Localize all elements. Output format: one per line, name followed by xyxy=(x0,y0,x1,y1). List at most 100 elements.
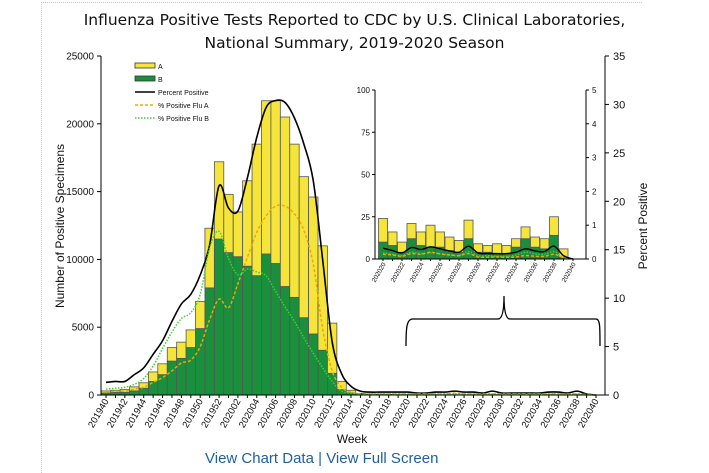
bar-b xyxy=(299,318,308,395)
link-separator: | xyxy=(314,450,326,467)
inset-bar-a xyxy=(540,239,549,249)
legend-label-percent-positive: Percent Positive xyxy=(158,90,209,97)
inset-x-tick-label: 202036 xyxy=(523,261,540,284)
inset-bar-a xyxy=(549,217,558,236)
inset-bar-b xyxy=(530,247,539,259)
inset-bar-a xyxy=(483,245,492,252)
inset-x-tick-label: 202026 xyxy=(428,261,445,284)
bar-a xyxy=(167,348,176,362)
inset-x-tick-label: 202028 xyxy=(447,261,464,284)
inset-x-tick-label: 202022 xyxy=(390,261,407,284)
legend-label-b: B xyxy=(158,77,163,84)
bar-b xyxy=(158,375,167,395)
bar-b xyxy=(186,348,195,395)
inset-bar-a xyxy=(416,232,425,246)
flu-chart: 0500010000150002000025000051015202530352… xyxy=(0,0,709,460)
inset-bar-a xyxy=(492,244,501,254)
inset-y2-tick-label: 4 xyxy=(592,120,597,129)
bar-b xyxy=(196,329,205,395)
bar-a xyxy=(252,144,261,276)
bar-b xyxy=(233,257,242,395)
inset-y-tick-label: 50 xyxy=(361,171,370,180)
bar-b xyxy=(224,253,233,395)
y2-tick-label: 30 xyxy=(613,99,625,111)
bar-a xyxy=(327,323,336,373)
legend-label-a: A xyxy=(158,64,163,71)
inset-x-tick-label: 202030 xyxy=(466,261,483,284)
inset-x-tick-label: 202032 xyxy=(485,261,502,284)
bar-a xyxy=(196,301,205,328)
inset-y2-tick-label: 5 xyxy=(592,86,597,95)
legend-swatch-a xyxy=(135,63,155,68)
bar-a xyxy=(261,101,270,254)
inset-bar-a xyxy=(521,227,530,239)
y-axis-label: Number of Positive Specimens xyxy=(53,144,67,308)
legend-label-flu-b: % Positive Flu B xyxy=(158,116,209,123)
y2-tick-label: 0 xyxy=(613,390,619,402)
inset-y2-tick-label: 0 xyxy=(592,255,597,264)
legend-swatch-b xyxy=(135,76,155,81)
inset-bar-a xyxy=(378,218,387,242)
bar-b xyxy=(318,350,327,395)
bar-b xyxy=(271,263,280,395)
y2-tick-label: 20 xyxy=(613,196,625,208)
bar-a xyxy=(224,194,233,252)
inset-y-tick-label: 75 xyxy=(361,128,370,137)
view-full-screen-link[interactable]: View Full Screen xyxy=(326,450,438,467)
view-chart-data-link[interactable]: View Chart Data xyxy=(205,450,314,467)
inset-bar-a xyxy=(388,232,397,246)
bar-a xyxy=(158,364,167,375)
bar-a xyxy=(186,330,195,348)
y2-tick-label: 15 xyxy=(613,245,625,257)
inset-bracket xyxy=(406,296,600,346)
bar-b xyxy=(252,276,261,395)
inset-bar-a xyxy=(530,237,539,247)
footer-links: View Chart Data | View Full Screen xyxy=(205,450,438,467)
inset-bar-a xyxy=(435,232,444,247)
inset-y-tick-label: 0 xyxy=(366,255,371,264)
bar-a xyxy=(233,212,242,257)
inset-bar-a xyxy=(407,224,416,239)
inset-bar-b xyxy=(464,239,473,259)
bar-a xyxy=(280,117,289,287)
bar-b xyxy=(139,388,148,395)
bar-b xyxy=(214,239,223,395)
x-axis-label: Week xyxy=(337,432,368,446)
inset-x-tick-label: 202024 xyxy=(409,261,426,284)
y2-axis-label: Percent Positive xyxy=(636,182,650,269)
y-tick-label: 5000 xyxy=(72,323,95,334)
bar-b xyxy=(130,391,139,395)
inset-y-tick-label: 25 xyxy=(361,213,370,222)
bar-a xyxy=(271,101,280,264)
inset-bar-b xyxy=(378,242,387,259)
y2-tick-label: 10 xyxy=(613,293,625,305)
y-tick-label: 0 xyxy=(88,391,94,402)
inset-x-tick-label: 202038 xyxy=(542,261,559,284)
bar-b xyxy=(243,266,252,395)
bar-b xyxy=(290,297,299,395)
inset-y-tick-label: 100 xyxy=(357,86,371,95)
bar-a xyxy=(299,177,308,318)
y-tick-label: 20000 xyxy=(66,119,94,130)
inset-y2-tick-label: 1 xyxy=(592,221,597,230)
inset-bar-a xyxy=(426,225,435,247)
bar-b xyxy=(261,254,270,395)
inset-x-tick-label: 202020 xyxy=(371,261,388,284)
bar-a xyxy=(177,342,186,358)
y2-tick-label: 25 xyxy=(613,148,625,160)
inset-bar-a xyxy=(464,220,473,239)
y-tick-label: 15000 xyxy=(66,187,94,198)
bar-b xyxy=(205,288,214,395)
inset-bar-a xyxy=(445,237,454,251)
bar-a xyxy=(290,144,299,297)
inset-y2-tick-label: 3 xyxy=(592,154,597,163)
legend-label-flu-a: % Positive Flu A xyxy=(158,103,209,110)
inset-x-tick-label: 202040 xyxy=(561,261,578,284)
inset-x-tick-label: 202034 xyxy=(504,261,521,284)
y-tick-label: 10000 xyxy=(66,255,94,266)
y2-tick-label: 35 xyxy=(613,51,625,63)
y2-tick-label: 5 xyxy=(613,342,619,354)
inset-bar-b xyxy=(416,245,425,259)
bar-b xyxy=(167,361,176,395)
bar-b xyxy=(309,334,318,395)
